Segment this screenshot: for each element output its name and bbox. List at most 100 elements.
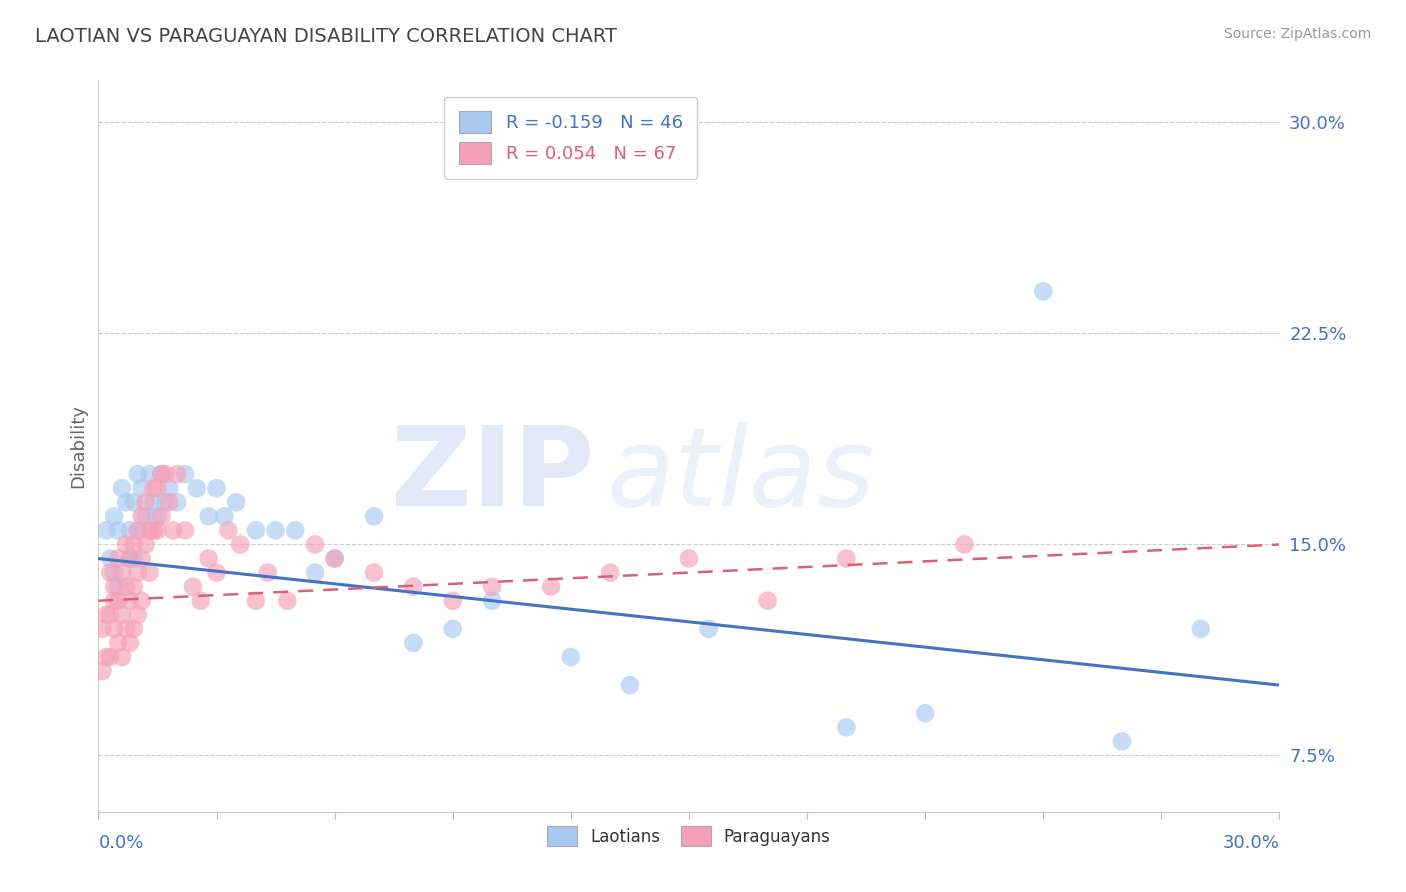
Point <box>122 551 145 566</box>
Point <box>122 580 145 594</box>
Text: LAOTIAN VS PARAGUAYAN DISABILITY CORRELATION CHART: LAOTIAN VS PARAGUAYAN DISABILITY CORRELA… <box>35 27 617 45</box>
Point <box>205 481 228 495</box>
Point <box>441 593 464 607</box>
Point <box>150 467 173 482</box>
Point <box>127 566 149 580</box>
Point <box>135 537 157 551</box>
Point <box>115 495 138 509</box>
Point <box>1032 285 1054 299</box>
Point <box>131 481 153 495</box>
Point <box>363 566 385 580</box>
Point <box>150 509 173 524</box>
Point <box>91 664 114 678</box>
Point <box>835 720 858 734</box>
Point <box>138 566 160 580</box>
Text: 0.0%: 0.0% <box>98 834 143 852</box>
Point <box>174 524 197 538</box>
Point <box>276 593 298 607</box>
Point <box>323 551 346 566</box>
Point <box>98 551 121 566</box>
Point <box>103 509 125 524</box>
Point <box>127 467 149 482</box>
Point <box>256 566 278 580</box>
Point <box>131 593 153 607</box>
Point <box>118 551 141 566</box>
Point <box>111 566 134 580</box>
Point <box>135 495 157 509</box>
Point <box>98 650 121 665</box>
Point <box>953 537 976 551</box>
Point <box>127 524 149 538</box>
Point <box>481 580 503 594</box>
Point <box>111 650 134 665</box>
Y-axis label: Disability: Disability <box>69 404 87 488</box>
Point <box>181 580 204 594</box>
Point <box>96 524 118 538</box>
Point <box>162 524 184 538</box>
Point <box>131 509 153 524</box>
Text: Source: ZipAtlas.com: Source: ZipAtlas.com <box>1223 27 1371 41</box>
Point <box>166 495 188 509</box>
Point <box>127 607 149 622</box>
Point <box>98 607 121 622</box>
Point <box>304 537 326 551</box>
Point <box>107 593 129 607</box>
Point <box>122 537 145 551</box>
Point <box>304 566 326 580</box>
Point <box>118 636 141 650</box>
Point <box>697 622 720 636</box>
Point <box>155 467 177 482</box>
Point <box>122 495 145 509</box>
Point <box>131 551 153 566</box>
Point <box>103 622 125 636</box>
Point <box>138 524 160 538</box>
Point <box>560 650 582 665</box>
Point <box>107 580 129 594</box>
Point <box>142 495 165 509</box>
Point <box>264 524 287 538</box>
Point <box>111 607 134 622</box>
Point <box>229 537 252 551</box>
Point <box>678 551 700 566</box>
Point <box>197 509 219 524</box>
Point <box>190 593 212 607</box>
Point <box>118 551 141 566</box>
Legend: Laotians, Paraguayans: Laotians, Paraguayans <box>538 818 839 855</box>
Point <box>107 551 129 566</box>
Point <box>157 481 180 495</box>
Point <box>91 622 114 636</box>
Point <box>402 580 425 594</box>
Point <box>1189 622 1212 636</box>
Point <box>111 481 134 495</box>
Point <box>103 566 125 580</box>
Point <box>146 524 169 538</box>
Point <box>225 495 247 509</box>
Point <box>96 607 118 622</box>
Point <box>98 566 121 580</box>
Point <box>115 537 138 551</box>
Point <box>142 481 165 495</box>
Point <box>217 524 239 538</box>
Point <box>756 593 779 607</box>
Point <box>146 509 169 524</box>
Point <box>1111 734 1133 748</box>
Text: 30.0%: 30.0% <box>1223 834 1279 852</box>
Point <box>363 509 385 524</box>
Point <box>197 551 219 566</box>
Point <box>135 509 157 524</box>
Point <box>96 650 118 665</box>
Point <box>245 593 267 607</box>
Point <box>441 622 464 636</box>
Point <box>127 524 149 538</box>
Point <box>323 551 346 566</box>
Point <box>174 467 197 482</box>
Point <box>157 495 180 509</box>
Point <box>166 467 188 482</box>
Point <box>142 524 165 538</box>
Point <box>245 524 267 538</box>
Point <box>107 524 129 538</box>
Point <box>155 495 177 509</box>
Point <box>214 509 236 524</box>
Point <box>914 706 936 721</box>
Point <box>146 481 169 495</box>
